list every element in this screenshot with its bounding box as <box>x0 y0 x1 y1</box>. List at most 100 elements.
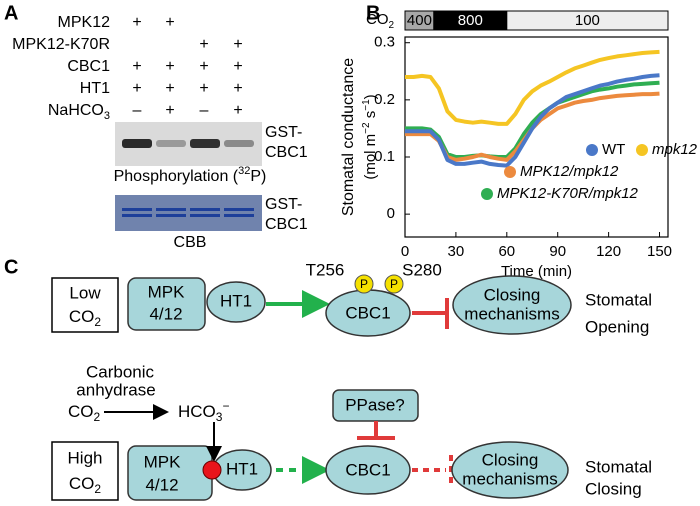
condition: Low <box>69 283 101 302</box>
y-tick-label: 0.3 <box>374 34 395 51</box>
ht1-node <box>206 281 266 323</box>
unit-text: (mol m <box>362 134 379 180</box>
node-label: CBC1 <box>345 303 390 322</box>
unit-sup: −2 <box>361 122 372 134</box>
sign: + <box>165 14 174 31</box>
sign: + <box>233 80 242 97</box>
outcome: Stomatal <box>585 290 652 309</box>
sign: + <box>132 14 141 31</box>
row-name: HT1 <box>80 80 110 97</box>
phospho-label: P <box>390 277 398 291</box>
co2-label: CO2 <box>366 11 395 31</box>
row-label: MPK12-K70R <box>12 36 110 53</box>
co2-period-label: 400 <box>407 12 432 29</box>
y-axis-unit: (mol m−2 s−1) <box>361 94 379 179</box>
x-tick-label: 90 <box>549 243 566 260</box>
node-label: 4/12 <box>145 475 178 494</box>
gel-caption: CBB <box>174 234 207 251</box>
plot-frame <box>404 36 669 238</box>
row-sub: 3 <box>104 110 110 122</box>
mpk-node <box>127 277 206 331</box>
condition: High <box>68 448 103 467</box>
gel <box>115 195 262 231</box>
panel-c: C Low CO2 MPK 4/12 HT1 CBC1 P P T256 S28… <box>4 256 652 501</box>
band <box>122 139 152 148</box>
row-name: MPK12-K70R <box>12 36 110 53</box>
co2-period <box>506 10 669 31</box>
legend-swatch <box>636 144 648 156</box>
node-label: 4/12 <box>149 304 182 323</box>
closing-node <box>451 441 569 499</box>
node-label: PPase? <box>345 395 405 414</box>
sign: – <box>133 102 142 119</box>
row-name: CBC1 <box>67 58 110 75</box>
panel-label: A <box>4 2 18 24</box>
band <box>190 214 220 217</box>
condition: CO2 <box>69 474 102 496</box>
metabolite: CO2 <box>68 402 101 424</box>
x-tick-label: 0 <box>401 243 409 260</box>
phospho-label: P <box>360 277 368 291</box>
x-tick-label: 150 <box>647 243 672 260</box>
unit-text: s <box>362 111 379 123</box>
node-label: CBC1 <box>345 460 390 479</box>
enzyme: anhydrase <box>76 380 155 399</box>
metabolite: HCO3− <box>178 399 229 424</box>
legend-label: WT <box>602 141 625 158</box>
row-name: NaHCO <box>48 102 104 119</box>
legend-swatch <box>481 188 493 200</box>
node-label: HT1 <box>220 291 252 310</box>
band <box>122 214 152 217</box>
site-label: T256 <box>306 260 345 279</box>
node-label: MPK <box>148 282 186 301</box>
series-line <box>405 73 660 168</box>
y-tick-label: 0 <box>387 205 395 222</box>
band <box>224 140 254 147</box>
gel-label: GST- <box>265 196 302 213</box>
band <box>122 208 152 211</box>
unit-sup: −1 <box>361 99 372 111</box>
outcome: Opening <box>585 317 649 336</box>
unit-text: ) <box>362 94 379 99</box>
sign: + <box>199 58 208 75</box>
sign: + <box>233 58 242 75</box>
x-tick-label: 120 <box>596 243 621 260</box>
sign: + <box>199 36 208 53</box>
co2-period-label: 100 <box>575 12 600 29</box>
sign: + <box>199 80 208 97</box>
legend-label: MPK12-K70R/mpk12 <box>497 185 639 202</box>
blot-label: CBC1 <box>265 144 308 161</box>
node-label: HT1 <box>226 459 258 478</box>
band <box>224 214 254 217</box>
co2: CO <box>366 11 389 28</box>
panel-label: B <box>366 2 380 24</box>
legend-label: MPK12/mpk12 <box>520 163 619 180</box>
band <box>224 208 254 211</box>
band <box>190 208 220 211</box>
panel-a: A GST- CBC1 Phosphorylation (32P) GST- C… <box>4 2 308 251</box>
enzyme: Carbonic <box>86 362 155 381</box>
phospho-site <box>354 274 374 294</box>
legend-swatch <box>504 166 516 178</box>
sign: + <box>233 36 242 53</box>
condition-box <box>51 277 119 333</box>
co2-sub: 2 <box>389 20 395 31</box>
condition-box <box>51 441 119 501</box>
sign: + <box>165 80 174 97</box>
outcome: Stomatal <box>585 457 652 476</box>
blot-caption: Phosphorylation (32P) <box>114 165 267 185</box>
row-label: CBC1 <box>67 58 110 75</box>
row-label: NaHCO3 <box>48 102 110 122</box>
row-label: HT1 <box>80 80 110 97</box>
y-tick-label: 0.2 <box>374 91 395 108</box>
node-label: mechanisms <box>462 469 557 488</box>
x-tick-label: 60 <box>498 243 515 260</box>
band <box>156 214 186 217</box>
condition: CO2 <box>69 307 102 329</box>
node-label: Closing <box>482 450 539 469</box>
node-label: Closing <box>484 285 541 304</box>
sign: + <box>165 102 174 119</box>
band <box>156 140 186 147</box>
